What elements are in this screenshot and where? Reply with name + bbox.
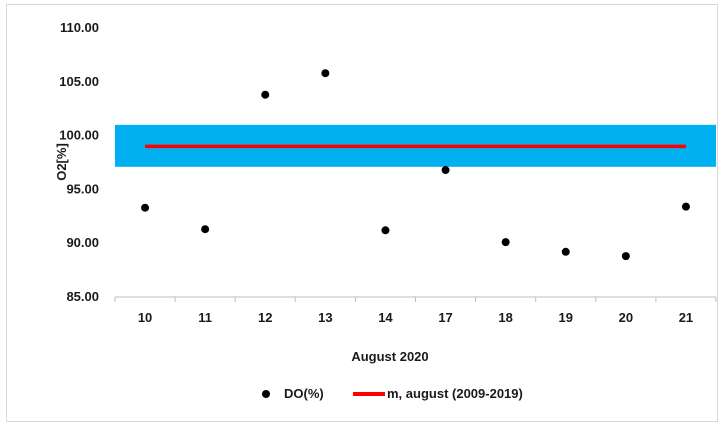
legend-marker-do [262,390,270,398]
x-tick-label: 21 [679,310,693,325]
legend-label-do: DO(%) [284,386,324,401]
data-point-do [381,226,390,235]
x-tick-label: 19 [559,310,573,325]
y-tick-label: 110.00 [60,20,99,35]
x-tick-label: 13 [318,310,332,325]
y-tick-label: 85.00 [66,289,99,304]
data-point-do [201,225,210,234]
y-tick-label: 105.00 [59,74,99,89]
y-axis-title: O2[%] [54,143,69,181]
legend: DO(%) m, august (2009-2019) [262,386,523,401]
x-tick-label: 18 [498,310,512,325]
data-point-do [141,203,150,212]
y-tick-label: 100.00 [59,128,99,143]
data-point-do [681,202,690,211]
data-point-do [621,252,630,261]
x-tick-label: 10 [138,310,152,325]
data-point-do [261,90,270,99]
data-point-do [441,166,450,175]
data-point-do [501,238,510,247]
x-tick-label: 14 [378,310,393,325]
legend-label-mean: m, august (2009-2019) [387,386,523,401]
x-tick-label: 20 [619,310,633,325]
y-tick-label: 95.00 [66,181,99,196]
data-point-do [561,247,570,256]
x-tick-label: 17 [438,310,452,325]
chart-frame [6,4,718,422]
x-axis-title: August 2020 [351,349,428,364]
x-tick-label: 12 [258,310,272,325]
x-tick-label: 11 [198,310,212,325]
data-point-do [321,69,330,78]
y-tick-label: 90.00 [66,235,99,250]
